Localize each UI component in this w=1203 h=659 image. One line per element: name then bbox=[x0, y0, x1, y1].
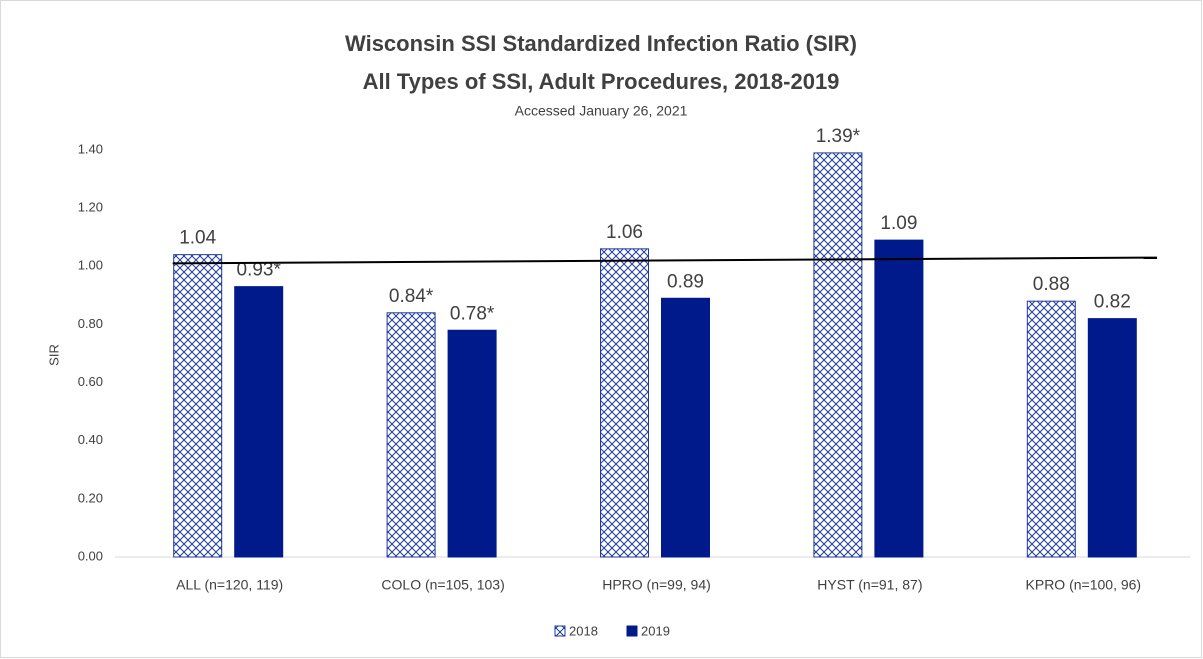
data-label: 1.04 bbox=[179, 228, 216, 249]
data-label: 0.84* bbox=[389, 286, 434, 307]
data-label: 0.88 bbox=[1033, 274, 1070, 295]
data-label: 1.06 bbox=[606, 222, 643, 243]
y-tick-label: 1.00 bbox=[78, 258, 103, 273]
x-tick-label: HPRO (n=99, 94) bbox=[602, 577, 711, 593]
y-tick-label: 0.40 bbox=[78, 432, 103, 447]
y-axis-label: SIR bbox=[46, 344, 61, 366]
bar bbox=[1026, 300, 1076, 558]
legend-label: 2018 bbox=[569, 623, 598, 638]
y-tick-label: 1.20 bbox=[78, 200, 103, 215]
y-tick-label: 1.40 bbox=[78, 141, 103, 156]
y-tick-label: 0.00 bbox=[78, 548, 103, 563]
x-tick-label: KPRO (n=100, 96) bbox=[1026, 577, 1142, 593]
y-tick-label: 0.80 bbox=[78, 316, 103, 331]
y-tick-label: 0.20 bbox=[78, 490, 103, 505]
chart-title: Wisconsin SSI Standardized Infection Rat… bbox=[345, 31, 857, 56]
data-label: 0.82 bbox=[1094, 292, 1131, 313]
data-label: 0.78* bbox=[450, 303, 495, 324]
bar bbox=[386, 312, 436, 558]
chart-subtitle: All Types of SSI, Adult Procedures, 2018… bbox=[363, 69, 840, 94]
legend-swatch bbox=[626, 625, 638, 637]
legend-label: 2019 bbox=[641, 623, 670, 638]
bar bbox=[1087, 318, 1137, 558]
chart-note: Accessed January 26, 2021 bbox=[515, 103, 688, 119]
data-label: 1.09 bbox=[880, 213, 917, 234]
bar bbox=[813, 152, 863, 558]
x-tick-label: HYST (n=91, 87) bbox=[817, 577, 922, 593]
x-tick-label: ALL (n=120, 119) bbox=[176, 577, 283, 593]
legend-swatch bbox=[554, 625, 566, 637]
x-tick-label: COLO (n=105, 103) bbox=[381, 577, 504, 593]
data-label: 0.89 bbox=[667, 271, 704, 292]
bar bbox=[600, 248, 649, 558]
data-label: 1.39* bbox=[816, 126, 861, 147]
bar bbox=[661, 297, 710, 558]
reference-line bbox=[172, 256, 1158, 265]
bar bbox=[173, 254, 223, 558]
bar bbox=[874, 239, 924, 558]
data-label: 0.93* bbox=[237, 260, 282, 281]
bar bbox=[447, 329, 497, 558]
bar bbox=[234, 286, 284, 558]
y-tick-label: 0.60 bbox=[78, 374, 103, 389]
